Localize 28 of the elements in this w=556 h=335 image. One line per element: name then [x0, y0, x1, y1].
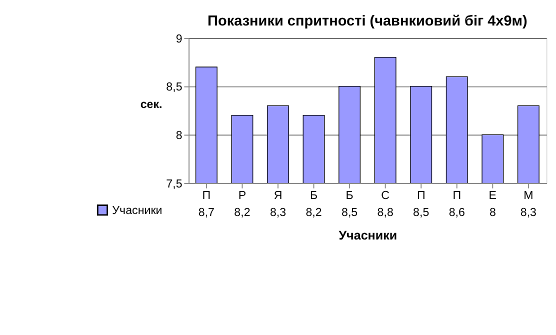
data-label: 8,8 — [377, 206, 394, 219]
data-label: 8 — [489, 206, 496, 219]
x-tick-label: Я — [274, 188, 282, 202]
data-label: 8,3 — [520, 206, 537, 219]
data-label: 8,2 — [234, 206, 250, 219]
y-tick-label: 8,5 — [166, 80, 182, 94]
x-tick-label: П — [416, 188, 426, 202]
data-label: 8,5 — [413, 206, 430, 219]
x-tick-label: Р — [238, 188, 246, 202]
y-axis-title: сек. — [140, 98, 162, 112]
y-tick-label: 8 — [176, 129, 182, 142]
x-axis-title: Учасники — [338, 228, 398, 243]
x-tick-label: М — [524, 188, 534, 202]
data-label: 8,7 — [198, 206, 215, 219]
data-label: 8,5 — [341, 206, 358, 219]
data-label: 8,3 — [270, 206, 286, 219]
data-label: 8,6 — [448, 206, 465, 219]
x-tick-label: Б — [310, 188, 318, 202]
x-tick-label: П — [202, 188, 211, 202]
chart-title: Показники спритності (чавнкиовий біг 4х9м) — [208, 13, 528, 30]
y-tick-label: 7,5 — [166, 177, 182, 190]
x-tick-label: С — [381, 188, 390, 202]
x-tick-label: Е — [488, 188, 497, 202]
legend-label: Учасники — [112, 204, 162, 217]
y-tick-label: 9 — [176, 32, 182, 46]
data-label: 8,2 — [306, 206, 322, 219]
x-tick-label: П — [452, 188, 462, 202]
x-tick-label: Б — [346, 188, 354, 202]
